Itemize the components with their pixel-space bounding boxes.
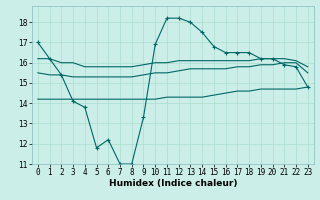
X-axis label: Humidex (Indice chaleur): Humidex (Indice chaleur) — [108, 179, 237, 188]
